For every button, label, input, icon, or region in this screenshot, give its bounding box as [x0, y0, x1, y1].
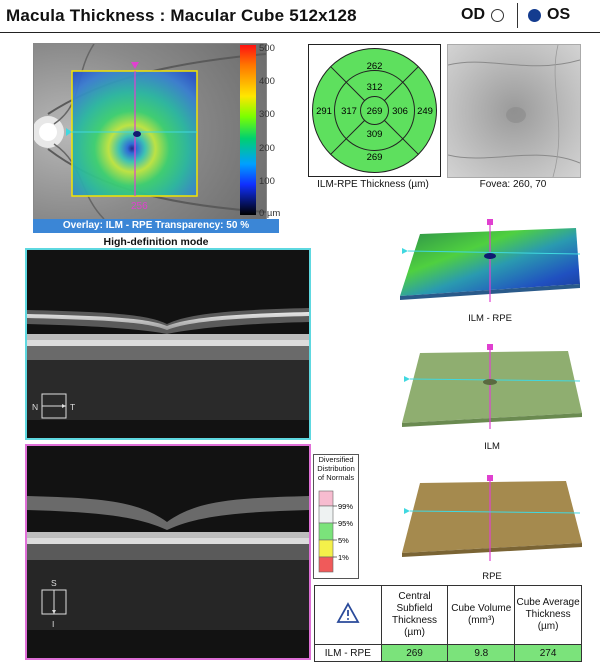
surface-label-ilm-rpe: ILM - RPE [468, 313, 512, 324]
report-header [0, 0, 600, 33]
surface-ilm[interactable] [398, 343, 588, 433]
fovea-caption: Fovea: 260, 70 [479, 179, 547, 190]
colorbar-tick: 400 [259, 76, 275, 87]
bscan-orient-right: T [70, 402, 75, 412]
scan-marker-label: 256 [131, 201, 148, 212]
etdrs-inner-nasal: 306 [392, 106, 408, 117]
colorbar-tick: 300 [259, 109, 275, 120]
thickness-map-fundus[interactable]: 256 [33, 43, 267, 220]
legend-level-99: 99% [338, 502, 353, 511]
legend-level-5: 5% [338, 536, 349, 545]
os-radio-selected[interactable] [528, 9, 541, 22]
colorbar-tick: 100 [259, 176, 275, 187]
etdrs-inner-inferior: 309 [367, 129, 383, 140]
etdrs-grid: 262 312 291 317 269 306 249 309 269 [308, 44, 441, 177]
horizontal-bscan[interactable]: N T [25, 248, 311, 440]
colorbar-tick: 0 µm [259, 208, 281, 219]
mode-caption: High-definition mode [103, 236, 209, 248]
etdrs-center-value: 269 [367, 106, 383, 117]
etdrs-center [360, 96, 389, 125]
etdrs-inner-superior: 312 [367, 82, 383, 93]
eye-separator [517, 3, 518, 28]
etdrs-outer-temporal: 291 [316, 106, 332, 117]
legend-level-1: 1% [338, 553, 349, 562]
overlay-caption[interactable]: Overlay: ILM - RPE Transparency: 50 % [33, 219, 279, 233]
col-header-cube-average: Cube Average Thickness (µm) [514, 585, 582, 645]
colorbar-tick: 200 [259, 143, 275, 154]
warning-triangle-icon [336, 602, 360, 623]
etdrs-caption: ILM-RPE Thickness (µm) [317, 179, 429, 190]
etdrs-outer-inferior: 269 [367, 152, 383, 163]
report-title: Macula Thickness : Macular Cube 512x128 [6, 6, 357, 25]
od-label: OD [461, 6, 485, 23]
colorbar-tick: 500 [259, 43, 275, 54]
central-subfield-value: 269 [380, 644, 449, 662]
etdrs-outer-superior: 262 [367, 61, 383, 72]
col-header-central-subfield: Central Subfield Thickness (µm) [380, 585, 449, 645]
etdrs-inner-temporal: 317 [341, 106, 357, 117]
bscan-orient-top: S [51, 578, 57, 588]
cube-volume-value: 9.8 [447, 644, 516, 662]
bscan-orient-left: N [32, 402, 38, 412]
bscan-orient-bottom: I [52, 619, 54, 629]
surface-ilm-rpe[interactable] [394, 216, 584, 306]
row-label-ilm-rpe: ILM - RPE [314, 644, 382, 662]
od-radio[interactable] [491, 9, 504, 22]
thickness-colorbar [240, 45, 256, 215]
legend-level-95: 95% [338, 519, 353, 528]
surface-label-ilm: ILM [484, 441, 500, 452]
etdrs-outer-nasal: 249 [417, 106, 433, 117]
surface-label-rpe: RPE [482, 571, 502, 582]
os-label: OS [547, 6, 571, 23]
normals-legend: Diversified Distribution of Normals 99% … [313, 454, 359, 579]
warning-cell [314, 585, 382, 645]
surface-rpe[interactable] [398, 475, 588, 565]
col-header-cube-volume: Cube Volume (mm³) [447, 585, 516, 645]
cube-average-value: 274 [514, 644, 582, 662]
vertical-bscan[interactable]: S I [25, 444, 311, 660]
thickness-stats-table: Central Subfield Thickness (µm) Cube Vol… [314, 585, 582, 662]
fovea-fundus-image[interactable] [447, 44, 581, 178]
legend-title: Diversified Distribution of Normals [317, 455, 355, 482]
